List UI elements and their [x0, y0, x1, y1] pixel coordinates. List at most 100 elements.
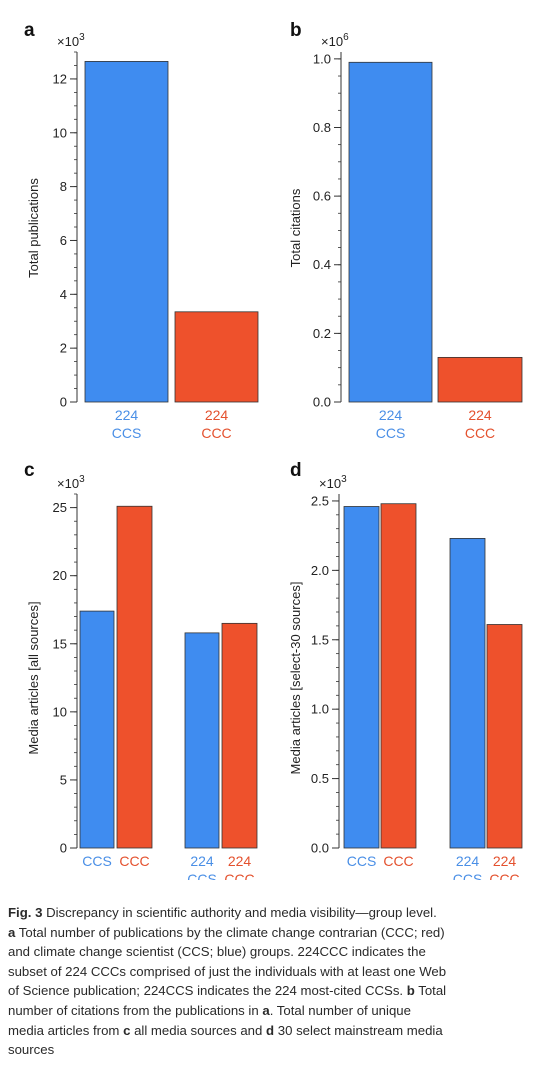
caption-text: all media sources and	[130, 1022, 267, 1038]
y-tick-label: 0.8	[313, 120, 331, 135]
category-label: 224	[379, 407, 403, 423]
caption-line: and climate change scientist (CCS; blue)…	[8, 942, 543, 962]
y-tick-label: 1.5	[311, 632, 329, 647]
caption-bold-ref: a	[262, 1002, 270, 1018]
y-axis-title: Total citations	[288, 188, 303, 267]
caption-text: 30 select mainstream media	[274, 1022, 443, 1038]
y-tick-label: 5	[60, 772, 67, 787]
panel-b: b ×106 Total citations 0.0 0.2 0.4 0.6 0.8 1.0 22…	[288, 20, 523, 441]
caption-text: Total number of publications by the clim…	[15, 924, 445, 940]
category-label: CCC	[383, 853, 413, 869]
y-tick-label: 0	[60, 395, 67, 410]
axis-multiplier: ×103	[57, 474, 85, 491]
caption-bold-ref: b	[406, 983, 415, 999]
y-axis-title: Media articles [select-30 sources]	[288, 582, 303, 775]
figure-3-chart: a ×103 Total publications 0 2 4 6 8 10 12 224 CCS 22…	[24, 20, 523, 880]
category-label: 224	[115, 407, 139, 423]
bar-ccc	[221, 622, 258, 849]
y-tick-label: 4	[60, 287, 67, 302]
category-label-line2: CCS	[187, 871, 217, 880]
category-label: 224	[228, 853, 252, 869]
category-label-line2: CCS	[112, 425, 142, 441]
bar-ccc	[116, 505, 153, 849]
panel-a: a ×103 Total publications 0 2 4 6 8 10 12 224 CCS 22…	[24, 20, 259, 441]
caption-text: Discrepancy in scientific authority and …	[42, 905, 437, 920]
y-tick-label: 20	[53, 568, 67, 583]
category-label: CCS	[82, 853, 112, 869]
caption-line: of Science publication; 224CCS indicates…	[8, 981, 543, 1001]
caption-line: media articles from c all media sources …	[8, 1021, 543, 1041]
axis-multiplier: ×103	[319, 474, 347, 491]
bar-ccs	[343, 506, 380, 849]
caption-text: Total	[414, 983, 447, 999]
caption-line: sources	[8, 1040, 543, 1060]
category-label: 224	[190, 853, 214, 869]
caption-text: number of citations from the publication…	[8, 1002, 263, 1018]
caption-text: media articles from	[8, 1022, 124, 1038]
y-tick-label: 0.2	[313, 326, 331, 341]
caption-text: and climate change scientist (CCS; blue)…	[8, 944, 426, 960]
category-label: 224	[205, 407, 229, 423]
y-axis-title: Media articles [all sources]	[26, 601, 41, 754]
y-tick-label: 2.0	[311, 563, 329, 578]
panel-letter: a	[24, 20, 35, 41]
caption-bold-ref: d	[266, 1022, 275, 1038]
y-tick-label: 8	[60, 179, 67, 194]
category-label: 224	[456, 853, 480, 869]
caption-line: number of citations from the publication…	[8, 1001, 543, 1021]
caption-text: of Science publication; 224CCS indicates…	[8, 983, 407, 999]
bar-ccs	[79, 610, 115, 849]
axis-multiplier-exponent: 3	[341, 474, 347, 485]
y-tick-label: 10	[53, 704, 67, 719]
y-tick-label: 0	[60, 841, 67, 856]
caption-text: subset of 224 CCCs comprised of just the…	[8, 963, 447, 979]
category-label-line2: CCS	[453, 871, 483, 880]
y-tick-label: 12	[53, 71, 67, 86]
y-tick-label: 0.5	[311, 771, 329, 786]
axis-multiplier-exponent: 3	[79, 32, 85, 43]
category-label: 224	[468, 407, 492, 423]
axis-multiplier-exponent: 6	[343, 32, 349, 43]
bar-ccs	[449, 538, 486, 849]
figure-caption: Fig. 3 Discrepancy in scientific authori…	[8, 903, 543, 1060]
bar-ccs	[184, 632, 220, 849]
bar-ccc	[174, 311, 259, 403]
category-label: 224	[493, 853, 517, 869]
category-label: CCS	[347, 853, 377, 869]
bar-ccs	[348, 61, 433, 403]
bar-ccc	[380, 503, 417, 849]
caption-bold-ref: a	[8, 924, 16, 940]
panel-letter: b	[290, 20, 302, 41]
bar-ccs	[84, 61, 169, 403]
axis-multiplier: ×103	[57, 32, 85, 49]
y-tick-label: 0.6	[313, 189, 331, 204]
category-label-line2: CCS	[376, 425, 406, 441]
caption-text: sources	[8, 1042, 55, 1058]
panel-c: c ×103 Media articles [all sources] 0 5 10 15 2…	[24, 460, 258, 880]
caption-bold-ref: c	[123, 1022, 131, 1038]
panel-d: d ×103 Media articles [select-30 sources] 0…	[288, 460, 523, 880]
y-tick-label: 1.0	[313, 51, 331, 66]
y-tick-label: 0.0	[311, 841, 329, 856]
caption-line: subset of 224 CCCs comprised of just the…	[8, 962, 543, 982]
y-tick-label: 0.0	[313, 395, 331, 410]
y-axis-title: Total publications	[26, 178, 41, 278]
caption-line: Fig. 3 Discrepancy in scientific authori…	[8, 903, 543, 923]
y-tick-label: 1.0	[311, 702, 329, 717]
y-tick-label: 2	[60, 341, 67, 356]
category-label: CCC	[119, 853, 149, 869]
category-label-line2: CCC	[224, 871, 254, 880]
bar-ccc	[486, 624, 523, 849]
y-tick-label: 25	[53, 500, 67, 515]
category-label-line2: CCC	[201, 425, 231, 441]
y-tick-label: 10	[53, 125, 67, 140]
y-tick-label: 0.4	[313, 257, 331, 272]
axis-multiplier: ×106	[321, 32, 349, 49]
caption-bold-ref: Fig. 3	[8, 905, 43, 920]
panel-letter: d	[290, 460, 302, 481]
caption-text: . Total number of unique	[269, 1002, 411, 1018]
bar-ccc	[437, 356, 523, 403]
y-tick-label: 6	[60, 233, 67, 248]
y-tick-label: 2.5	[311, 493, 329, 508]
category-label-line2: CCC	[489, 871, 519, 880]
